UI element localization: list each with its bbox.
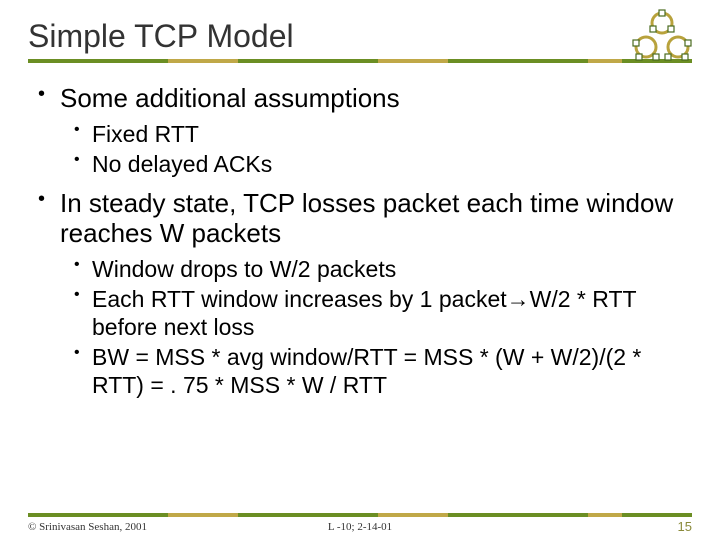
bullet-1: Some additional assumptions Fixed RTT No… bbox=[34, 83, 692, 178]
bullet-1-text: Some additional assumptions bbox=[60, 83, 400, 113]
bullet-2-text: In steady state, TCP losses packet each … bbox=[60, 188, 673, 249]
footer-page-number: 15 bbox=[678, 519, 692, 534]
title-underline bbox=[28, 59, 692, 63]
bullet-1-2: No delayed ACKs bbox=[60, 150, 692, 178]
footer-center: L -10; 2-14-01 bbox=[328, 521, 392, 533]
logo-icon bbox=[626, 8, 698, 64]
bullet-2-2: Each RTT window increases by 1 packet→W/… bbox=[60, 285, 692, 341]
bullet-2: In steady state, TCP losses packet each … bbox=[34, 188, 692, 400]
footer-underline bbox=[28, 513, 692, 517]
bullet-1-1: Fixed RTT bbox=[60, 120, 692, 148]
footer-copyright: © Srinivasan Seshan, 2001 bbox=[28, 521, 147, 533]
bullet-2-1: Window drops to W/2 packets bbox=[60, 255, 692, 283]
bullet-2-3: BW = MSS * avg window/RTT = MSS * (W + W… bbox=[60, 343, 692, 399]
slide-body: Some additional assumptions Fixed RTT No… bbox=[28, 83, 692, 399]
slide-title: Simple TCP Model bbox=[28, 18, 692, 55]
footer: © Srinivasan Seshan, 2001 L -10; 2-14-01… bbox=[0, 513, 720, 540]
